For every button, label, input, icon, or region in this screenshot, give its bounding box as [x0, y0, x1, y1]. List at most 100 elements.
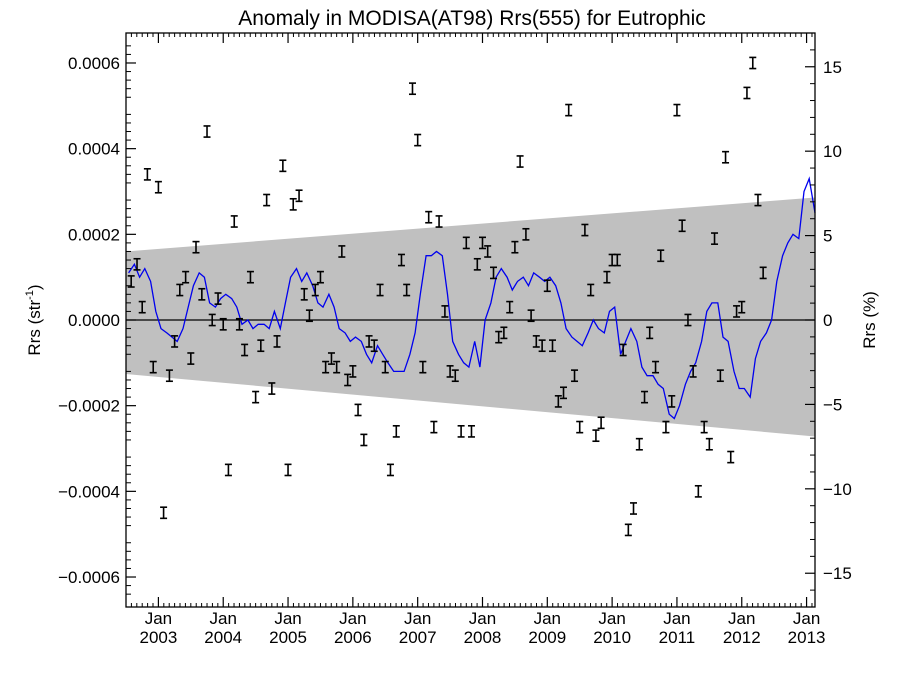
error-bar-point	[257, 339, 265, 353]
x-tick-label-year: 2010	[593, 628, 631, 647]
error-bar-point	[689, 365, 697, 378]
y-axis-label-left: Rrs (str-1)	[24, 284, 44, 355]
error-bar-point	[414, 133, 422, 147]
y-left-tick-label: 0.0002	[68, 225, 120, 244]
error-bar-point	[300, 287, 308, 301]
error-bar-point	[403, 283, 411, 297]
x-tick-label-month: Jan	[339, 609, 366, 628]
error-bar-point	[187, 352, 195, 365]
error-bar-point	[149, 360, 157, 374]
axes: Jan2003Jan2004Jan2005Jan2006Jan2007Jan20…	[58, 32, 852, 647]
error-bar-point	[678, 219, 686, 233]
error-bar-point	[527, 309, 535, 323]
y-axis-label-superscript: -1	[24, 290, 36, 300]
error-bar-point	[133, 257, 141, 271]
error-bar-point	[473, 257, 481, 271]
error-bar-point	[490, 266, 498, 280]
error-bar-point	[246, 270, 254, 284]
y-right-tick-label: 10	[823, 142, 842, 161]
x-tick-label-year: 2006	[334, 628, 372, 647]
error-bar-point	[684, 313, 692, 327]
error-bar-point	[668, 395, 676, 408]
x-tick-label-year: 2009	[528, 628, 566, 647]
error-bar-point	[532, 335, 540, 348]
y-left-tick-label: 0.0004	[68, 140, 120, 159]
error-bar-point	[138, 300, 146, 314]
error-bar-point	[478, 236, 486, 250]
error-bar-point	[252, 390, 260, 404]
smoothed-series-line	[128, 176, 816, 420]
chart-title: Anomaly in MODISA(AT98) Rrs(555) for Eut…	[238, 7, 706, 30]
x-tick-label-year: 2004	[204, 628, 242, 647]
error-bar-point	[506, 300, 514, 314]
y-axis-label-right: Rrs (%)	[860, 291, 879, 349]
error-bar-point	[354, 403, 362, 417]
x-tick-label-year: 2012	[723, 628, 761, 647]
error-bar-point	[263, 193, 271, 207]
error-bar-point	[230, 215, 238, 228]
error-bar-point	[381, 360, 389, 374]
error-bar-point	[295, 189, 303, 203]
x-tick-label-month: Jan	[663, 609, 690, 628]
error-bar-point	[743, 86, 751, 100]
y-right-tick-label: −10	[823, 480, 852, 499]
error-bar-point	[441, 305, 449, 318]
error-bar-point	[316, 270, 324, 284]
error-bar-point	[738, 300, 746, 314]
x-tick-label-year: 2003	[139, 628, 177, 647]
x-tick-label-month: Jan	[793, 609, 820, 628]
error-bar-point	[284, 463, 292, 477]
error-bar-point	[722, 150, 730, 164]
y-right-tick-label: −5	[823, 395, 842, 414]
trend-band	[126, 197, 815, 437]
y-left-tick-label: 0.0006	[68, 54, 120, 73]
error-bar-point	[182, 270, 190, 284]
error-bar-point	[198, 287, 206, 301]
plot-area	[126, 56, 816, 537]
x-tick-label-year: 2013	[788, 628, 826, 647]
error-bar-point	[543, 279, 551, 293]
error-bar-point	[435, 215, 443, 228]
error-bar-point	[759, 266, 767, 280]
y-right-tick-label: −15	[823, 564, 852, 583]
error-bar-point	[386, 463, 394, 477]
error-bar-point	[327, 352, 335, 365]
error-bar-point	[338, 245, 346, 258]
x-tick-label-month: Jan	[469, 609, 496, 628]
error-bar-point	[192, 240, 200, 254]
error-bar-point	[430, 420, 438, 434]
error-bar-point	[635, 437, 643, 451]
y-left-tick-label: −0.0004	[58, 482, 120, 501]
error-bar-point	[360, 433, 368, 447]
error-bar-point	[397, 253, 405, 267]
x-tick-label-year: 2011	[659, 628, 696, 647]
error-bar-point	[344, 373, 352, 387]
error-bar-point	[571, 369, 579, 383]
error-bar-point	[176, 283, 184, 297]
x-tick-label-month: Jan	[534, 609, 561, 628]
error-bar-point	[716, 369, 724, 383]
error-bar-point	[349, 365, 357, 378]
error-bar-point	[143, 167, 151, 181]
x-tick-label-month: Jan	[274, 609, 301, 628]
x-tick-label-year: 2008	[464, 628, 502, 647]
error-bar-point	[165, 369, 173, 383]
x-tick-label-month: Jan	[210, 609, 237, 628]
error-bar-point	[127, 275, 135, 288]
error-bar-point	[700, 420, 708, 434]
error-bar-point	[500, 326, 508, 340]
error-bar-point	[749, 56, 757, 70]
error-bar-point	[154, 180, 162, 194]
x-tick-label-year: 2005	[269, 628, 307, 647]
error-bar-point	[576, 420, 584, 434]
error-bar-point	[560, 386, 568, 400]
error-bar-point	[171, 335, 179, 348]
error-bar-point	[273, 335, 281, 348]
error-bar-point	[333, 360, 341, 374]
error-bar-point	[711, 232, 719, 245]
error-bar-point	[457, 425, 465, 438]
error-bar-point	[624, 523, 632, 537]
error-bar-point	[603, 270, 611, 284]
error-bar-point	[694, 484, 702, 498]
